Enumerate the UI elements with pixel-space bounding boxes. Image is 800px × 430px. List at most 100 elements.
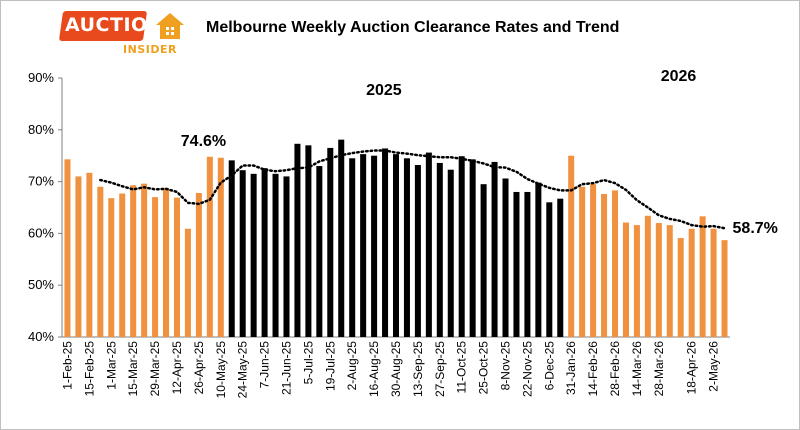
x-tick-label: 24-May-25 — [236, 341, 250, 399]
x-tick-label: 12-Apr-25 — [170, 341, 184, 395]
x-tick-label: 29-Mar-25 — [148, 341, 162, 397]
auction-insider-logo: AUCTION INSIDER — [58, 11, 191, 57]
bar-21-Feb-26 — [601, 194, 608, 337]
bar-28-Feb-26 — [612, 190, 619, 337]
bar-22-Mar-25 — [141, 183, 148, 337]
bar-24-May-25 — [239, 170, 246, 337]
y-tick-label: 50% — [28, 277, 54, 292]
x-tick-label: 28-Feb-26 — [608, 341, 622, 397]
bar-28-Jun-25 — [294, 143, 301, 337]
x-tick-label: 7-Jun-25 — [258, 341, 272, 389]
x-tick-label: 13-Sep-25 — [411, 341, 425, 397]
bar-1-Mar-25 — [108, 198, 115, 337]
x-tick-label: 5-Jul-25 — [301, 341, 315, 385]
x-tick-label: 28-Mar-26 — [652, 341, 666, 397]
bar-25-Apr-26 — [699, 216, 706, 337]
bar-8-Mar-25 — [119, 193, 126, 337]
year-label-2025: 2025 — [366, 82, 402, 99]
x-tick-label: 11-Oct-25 — [455, 341, 469, 394]
bar-12-Apr-25 — [173, 197, 180, 337]
bar-28-Mar-26 — [655, 223, 662, 337]
y-tick-label: 80% — [28, 122, 54, 137]
bar-27-Sep-25 — [436, 162, 443, 337]
bar-18-Apr-26 — [688, 228, 695, 337]
x-tick-label: 1-Mar-25 — [104, 341, 118, 390]
x-tick-label: 14-Mar-26 — [630, 341, 644, 397]
trend-line — [99, 149, 726, 230]
y-tick-label: 70% — [28, 174, 54, 189]
bar-2-Aug-25 — [349, 158, 356, 337]
bar-14-Mar-26 — [633, 225, 640, 337]
x-tick-label: 25-Oct-25 — [477, 341, 491, 395]
bar-19-Jul-25 — [327, 147, 334, 337]
bar-6-Sep-25 — [403, 158, 410, 337]
bar-6-Dec-25 — [546, 202, 553, 337]
bar-8-Nov-25 — [502, 178, 509, 337]
bar-5-Jul-25 — [305, 145, 312, 337]
bar-7-Feb-26 — [579, 186, 586, 337]
x-tick-label: 2-May-26 — [707, 341, 721, 392]
bar-9-May-26 — [721, 240, 728, 337]
bar-26-Apr-25 — [195, 193, 202, 337]
data-label-latest: 58.7% — [733, 220, 778, 237]
bar-26-Jul-25 — [338, 139, 345, 337]
logo-word: AUCTION — [65, 14, 165, 36]
data-label-peak: 74.6% — [181, 133, 226, 150]
bar-12-Jul-25 — [316, 166, 323, 337]
bar-4-Apr-26 — [666, 225, 673, 337]
bar-1-Feb-25 — [64, 159, 71, 337]
bar-3-May-25 — [206, 156, 213, 337]
bar-14-Jun-25 — [272, 173, 279, 337]
x-tick-label: 6-Dec-25 — [542, 341, 556, 391]
bar-22-Nov-25 — [524, 191, 531, 337]
bar-25-Oct-25 — [480, 184, 487, 337]
bar-22-Feb-25 — [97, 186, 104, 337]
bar-15-Nov-25 — [513, 191, 520, 337]
bar-7-Mar-26 — [622, 222, 629, 337]
bar-13-Dec-25 — [557, 198, 564, 337]
bar-15-Feb-25 — [86, 172, 93, 337]
x-tick-label: 18-Apr-26 — [685, 341, 699, 395]
bar-13-Sep-25 — [414, 165, 421, 337]
x-tick-label: 16-Aug-25 — [367, 341, 381, 397]
bar-30-Aug-25 — [392, 154, 400, 337]
x-tick-label: 14-Feb-26 — [586, 341, 600, 397]
x-tick-label: 19-Jul-25 — [323, 341, 337, 391]
bar-21-Mar-26 — [644, 215, 651, 337]
y-tick-label: 40% — [28, 329, 54, 344]
x-tick-label: 30-Aug-25 — [389, 341, 403, 397]
x-tick-label: 15-Feb-25 — [82, 341, 96, 397]
x-tick-label: 22-Nov-25 — [520, 341, 534, 397]
bar-17-May-25 — [228, 160, 235, 337]
bar-15-Mar-25 — [130, 185, 137, 337]
logo-subword: INSIDER — [123, 43, 177, 56]
year-label-2026: 2026 — [661, 68, 697, 85]
y-tick-label: 90% — [28, 70, 54, 85]
bar-1-Nov-25 — [491, 161, 498, 337]
bar-9-Aug-25 — [360, 154, 367, 337]
x-tick-label: 2-Aug-25 — [345, 341, 359, 391]
bar-7-Jun-25 — [261, 168, 268, 337]
bar-4-Oct-25 — [447, 169, 454, 337]
bar-10-May-25 — [217, 157, 224, 337]
x-tick-label: 27-Sep-25 — [433, 341, 447, 397]
bar-31-May-25 — [250, 173, 257, 337]
bar-29-Mar-25 — [152, 197, 159, 337]
bar-18-Oct-25 — [469, 159, 476, 337]
bar-5-Apr-25 — [163, 187, 170, 337]
x-tick-label: 26-Apr-25 — [192, 341, 206, 395]
x-tick-label: 8-Nov-25 — [499, 341, 513, 391]
house-icon — [156, 13, 184, 39]
bar-14-Feb-26 — [590, 184, 597, 337]
x-tick-label: 10-May-25 — [214, 341, 228, 399]
bar-20-Sep-25 — [425, 152, 432, 337]
x-tick-label: 15-Mar-25 — [126, 341, 140, 397]
chart-title: Melbourne Weekly Auction Clearance Rates… — [206, 19, 620, 36]
bar-2-May-26 — [710, 228, 717, 337]
bar-19-Apr-25 — [184, 228, 191, 337]
bar-11-Apr-26 — [677, 238, 684, 337]
bar-29-Nov-25 — [535, 182, 542, 337]
bar-31-Jan-26 — [568, 155, 575, 337]
bar-21-Jun-25 — [283, 176, 290, 337]
